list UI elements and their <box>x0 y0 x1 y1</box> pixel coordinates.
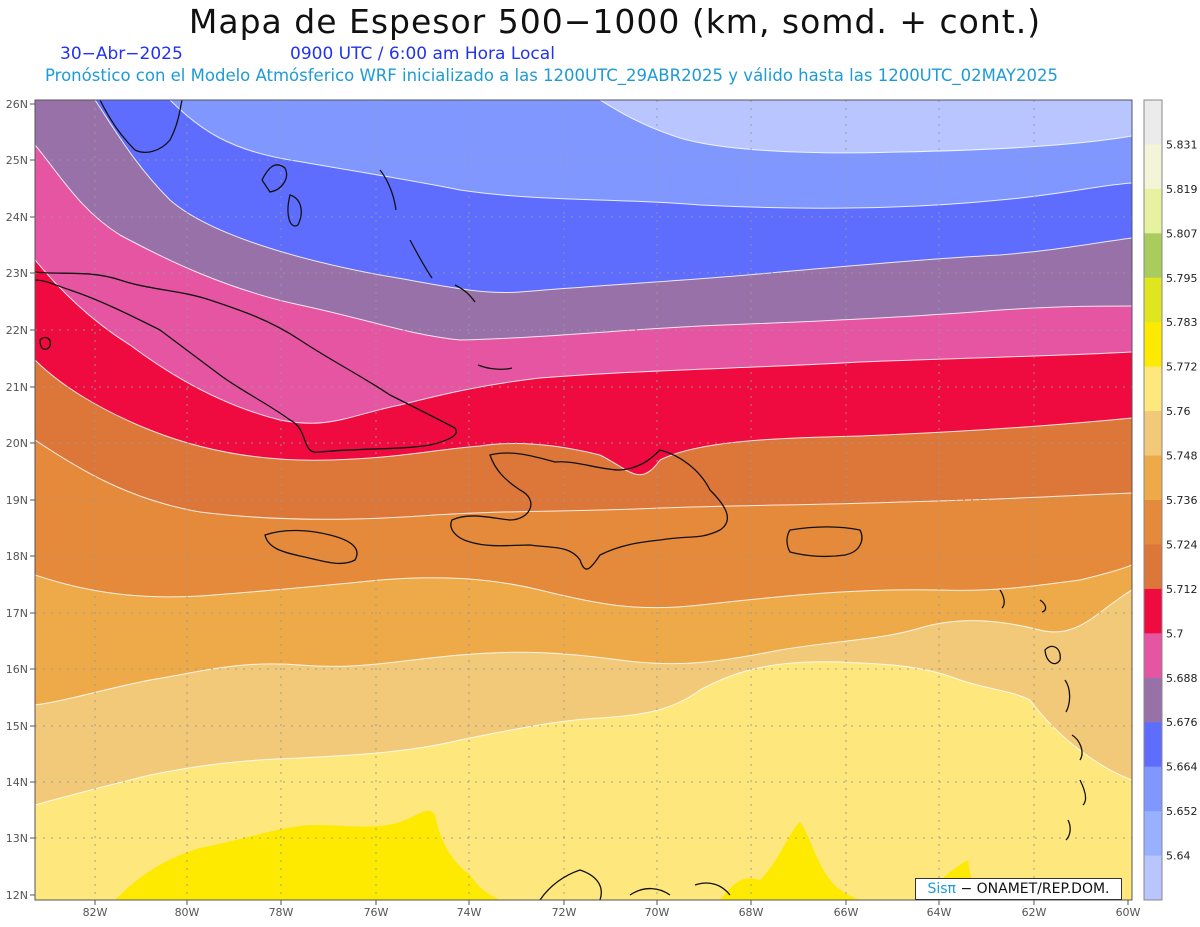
legend-label: 5.748 <box>1166 450 1198 463</box>
legend-swatch <box>1144 100 1162 145</box>
legend-swatch <box>1144 366 1162 412</box>
legend-swatch <box>1144 588 1162 634</box>
legend-label: 5.76 <box>1166 405 1191 418</box>
legend-swatch <box>1144 322 1162 368</box>
legend-label: 5.772 <box>1166 361 1198 374</box>
legend-swatch <box>1144 144 1162 190</box>
lon-ticks <box>94 900 1129 905</box>
lat-axis: 26N 25N 24N 23N 22N 21N 20N 19N 18N 17N … <box>6 98 28 902</box>
lat-label: 25N <box>6 154 28 167</box>
legend-label: 5.807 <box>1166 227 1198 240</box>
lon-label: 76W <box>364 906 389 919</box>
map-title: Mapa de Espesor 500−1000 (km, somd. + co… <box>188 2 1042 41</box>
legend-swatch <box>1144 544 1162 590</box>
lesser-antilles <box>999 589 1087 841</box>
lon-label: 60W <box>1116 906 1141 919</box>
lat-label: 24N <box>6 211 28 224</box>
legend-label: 5.64 <box>1166 850 1191 863</box>
sispi-logo-text: Sisπ <box>927 881 956 897</box>
lat-label: 23N <box>6 267 28 280</box>
lat-label: 14N <box>6 776 28 789</box>
puerto-rico-coast <box>786 526 863 558</box>
model-info: Pronóstico con el Modelo Atmósferico WRF… <box>45 66 1058 85</box>
lat-label: 18N <box>6 550 28 563</box>
credit-org: − ONAMET/REP.DOM. <box>960 881 1110 897</box>
legend-label: 5.819 <box>1166 183 1198 196</box>
lat-label: 17N <box>6 607 28 620</box>
credit-box: Sisπ − ONAMET/REP.DOM. <box>915 878 1122 900</box>
legend-label: 5.712 <box>1166 583 1198 596</box>
hispaniola-coast <box>450 449 729 570</box>
lon-label: 66W <box>834 906 859 919</box>
legend-swatch <box>1144 722 1162 768</box>
legend-swatch <box>1144 766 1162 812</box>
lat-label: 15N <box>6 720 28 733</box>
legend-swatch <box>1144 188 1162 234</box>
lat-label: 19N <box>6 494 28 507</box>
legend-label: 5.831 <box>1166 138 1198 151</box>
legend-label: 5.676 <box>1166 716 1198 729</box>
legend-label: 5.736 <box>1166 494 1198 507</box>
cuba-coast <box>35 271 457 453</box>
legend-label: 5.652 <box>1166 805 1198 818</box>
isla-juventud <box>39 336 51 351</box>
legend-swatch <box>1144 455 1162 501</box>
thickness-bands <box>35 100 1132 900</box>
contour-lines <box>35 100 1132 806</box>
color-legend: 5.831 5.819 5.807 5.795 5.783 5.772 5.76 5.748 5… <box>1143 99 1198 901</box>
lon-label: 64W <box>927 906 952 919</box>
florida-coast <box>99 100 183 153</box>
legend-swatch <box>1144 233 1162 279</box>
lat-label: 13N <box>6 832 28 845</box>
legend-swatch <box>1144 277 1162 323</box>
lon-label: 78W <box>269 906 294 919</box>
legend-swatch <box>1144 677 1162 723</box>
lat-label: 26N <box>6 98 28 111</box>
legend-label: 5.724 <box>1166 538 1198 551</box>
legend-label: 5.688 <box>1166 672 1198 685</box>
lat-label: 22N <box>6 324 28 337</box>
lon-label: 82W <box>83 906 108 919</box>
lon-label: 80W <box>175 906 200 919</box>
band-5783b <box>720 822 860 900</box>
legend-label: 5.783 <box>1166 316 1198 329</box>
legend-swatch <box>1144 811 1162 857</box>
coastlines <box>35 100 1087 900</box>
forecast-date: 30−Abr−2025 <box>60 44 183 64</box>
jamaica-coast <box>264 529 358 564</box>
lat-label: 20N <box>6 437 28 450</box>
lon-label: 68W <box>739 906 764 919</box>
legend-label: 5.664 <box>1166 761 1198 774</box>
lat-label: 16N <box>6 663 28 676</box>
lon-label: 62W <box>1022 906 1047 919</box>
lat-label: 21N <box>6 381 28 394</box>
legend-label: 5.795 <box>1166 272 1198 285</box>
lat-ticks <box>30 103 35 896</box>
legend-swatch <box>1144 855 1162 901</box>
band-5783 <box>115 810 500 900</box>
forecast-time: 0900 UTC / 6:00 am Hora Local <box>290 44 555 64</box>
legend-frame <box>1143 99 1163 901</box>
south-america-coast <box>539 869 1001 900</box>
lon-label: 74W <box>457 906 482 919</box>
lon-axis: 82W 80W 78W 76W 74W 72W 70W 68W 66W 64W … <box>83 906 1141 919</box>
legend-swatch <box>1144 411 1162 457</box>
lon-label: 72W <box>552 906 577 919</box>
legend-swatch <box>1144 633 1162 679</box>
lon-label: 70W <box>645 906 670 919</box>
legend-label: 5.7 <box>1166 627 1184 640</box>
band-5640 <box>600 100 1132 153</box>
lat-label: 12N <box>6 889 28 902</box>
legend-swatch <box>1144 500 1162 545</box>
bahamas-islands <box>261 164 513 370</box>
graticule <box>35 100 1132 900</box>
